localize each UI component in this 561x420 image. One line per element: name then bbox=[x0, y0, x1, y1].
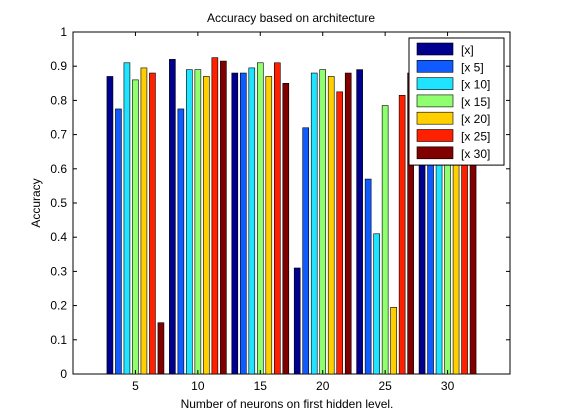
bar bbox=[469, 158, 477, 375]
bar bbox=[177, 108, 185, 375]
bar bbox=[203, 76, 210, 375]
bar bbox=[461, 158, 468, 375]
bar bbox=[248, 67, 256, 375]
chart-title: Accuracy based on architecture bbox=[207, 11, 375, 25]
bar bbox=[256, 62, 264, 375]
bar bbox=[106, 76, 114, 375]
bar bbox=[444, 158, 451, 375]
legend-label: [x 30] bbox=[461, 147, 490, 161]
x-tick-label: 20 bbox=[316, 379, 330, 393]
y-tick-label: 0.9 bbox=[50, 59, 67, 73]
legend-swatch bbox=[416, 129, 454, 142]
y-axis-label: Accuracy bbox=[29, 178, 43, 227]
bar bbox=[123, 62, 131, 375]
legend-swatch bbox=[416, 77, 454, 90]
bar bbox=[293, 267, 301, 375]
bar bbox=[427, 158, 434, 375]
x-tick-label: 25 bbox=[378, 379, 392, 393]
bar bbox=[220, 60, 227, 375]
bar bbox=[186, 69, 193, 375]
bar bbox=[231, 72, 239, 375]
bar bbox=[319, 69, 327, 375]
legend-swatch bbox=[416, 42, 454, 56]
bar bbox=[435, 158, 443, 375]
bar bbox=[327, 76, 335, 375]
y-tick-label: 0.5 bbox=[50, 196, 67, 210]
y-tick-label: 0.8 bbox=[50, 93, 67, 107]
legend-label: [x 5] bbox=[461, 60, 484, 74]
legend-label: [x 20] bbox=[461, 112, 490, 126]
x-tick-label: 30 bbox=[441, 379, 455, 393]
bar bbox=[302, 127, 310, 375]
bar bbox=[336, 91, 344, 375]
bar bbox=[373, 233, 380, 375]
y-tick-label: 1 bbox=[60, 25, 67, 39]
y-tick-label: 0.4 bbox=[50, 230, 67, 244]
legend-label: [x] bbox=[461, 43, 474, 57]
bar bbox=[344, 72, 352, 375]
bar bbox=[239, 72, 247, 375]
x-tick-label: 15 bbox=[254, 379, 268, 393]
y-tick-label: 0.2 bbox=[50, 299, 67, 313]
legend-label: [x 25] bbox=[461, 130, 490, 144]
y-tick-label: 0 bbox=[60, 367, 67, 381]
bar bbox=[282, 83, 290, 375]
bar bbox=[132, 79, 139, 375]
axes-group: 00.10.20.30.40.50.60.70.80.915 10 15 20 25 30 bbox=[50, 25, 510, 393]
legend-swatch bbox=[416, 146, 454, 160]
legend-swatch bbox=[416, 94, 454, 108]
bar bbox=[273, 62, 281, 375]
bar bbox=[194, 69, 202, 375]
bar bbox=[356, 69, 363, 375]
bar bbox=[364, 178, 372, 375]
bar bbox=[310, 72, 318, 375]
bar bbox=[381, 105, 389, 375]
bar bbox=[452, 158, 460, 375]
y-tick-label: 0.1 bbox=[50, 333, 67, 347]
x-tick-label: 5 bbox=[132, 379, 139, 393]
legend: [x] [x 5] [x 10] [x 15] [x 20] [x 25] [x 30] bbox=[408, 37, 505, 166]
bar bbox=[140, 67, 148, 375]
y-tick-label: 0.7 bbox=[50, 128, 67, 142]
bar bbox=[418, 158, 426, 375]
bars-group bbox=[106, 57, 477, 375]
bar bbox=[265, 76, 273, 375]
bar bbox=[398, 94, 406, 375]
legend-swatch bbox=[416, 59, 454, 73]
bar bbox=[149, 72, 156, 375]
bar bbox=[115, 108, 122, 375]
legend-swatch bbox=[416, 111, 454, 125]
legend-label: [x 15] bbox=[461, 95, 490, 109]
bar bbox=[211, 57, 219, 375]
bar bbox=[169, 59, 176, 375]
legend-label: [x 10] bbox=[461, 78, 490, 92]
y-tick-label: 0.6 bbox=[50, 162, 67, 176]
x-axis-label: Number of neurons on first hidden level. bbox=[181, 397, 394, 411]
bar bbox=[390, 307, 397, 375]
x-tick-label: 10 bbox=[191, 379, 205, 393]
bar bbox=[157, 322, 165, 375]
y-tick-label: 0.3 bbox=[50, 264, 67, 278]
